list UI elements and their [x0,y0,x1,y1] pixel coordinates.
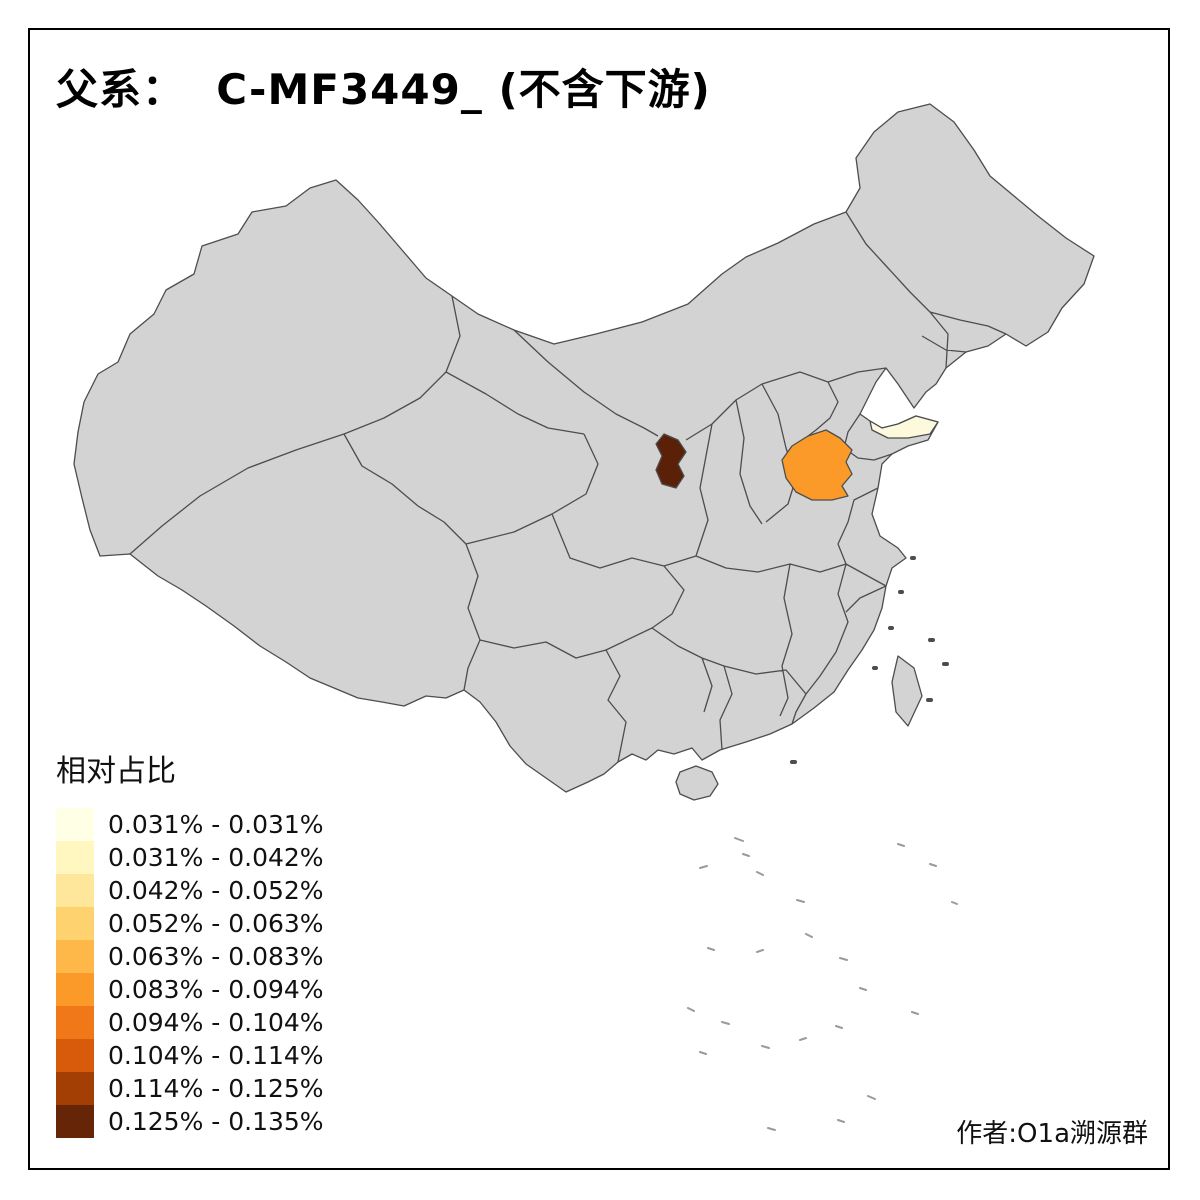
south-china-sea-islands [687,837,958,1131]
legend-label: 0.125% - 0.135% [108,1107,324,1136]
legend-swatch [56,973,94,1006]
legend-item: 0.125% - 0.135% [56,1105,324,1138]
legend-swatch [56,841,94,874]
legend-item: 0.094% - 0.104% [56,1006,324,1039]
legend-label: 0.083% - 0.094% [108,975,324,1004]
taiwan-island [891,655,923,727]
map-title: 父系： C-MF3449_ (不含下游) [56,65,711,114]
legend-label: 0.114% - 0.125% [108,1074,324,1103]
legend-item: 0.114% - 0.125% [56,1072,324,1105]
legend-swatch [56,1105,94,1138]
legend-label: 0.042% - 0.052% [108,876,324,905]
mainland-china [73,103,1095,793]
map-layers [73,103,1095,1131]
legend-items: 0.031% - 0.031% 0.031% - 0.042% 0.042% -… [56,808,324,1138]
legend-swatch [56,907,94,940]
legend-item: 0.063% - 0.083% [56,940,324,973]
region-ningxia [655,433,687,489]
legend-item: 0.104% - 0.114% [56,1039,324,1072]
legend-swatch [56,874,94,907]
region-henan [781,429,853,501]
legend-swatch [56,1039,94,1072]
legend-item: 0.083% - 0.094% [56,973,324,1006]
legend-item: 0.031% - 0.031% [56,808,324,841]
legend-swatch [56,1072,94,1105]
legend-label: 0.094% - 0.104% [108,1008,324,1037]
legend-label: 0.052% - 0.063% [108,909,324,938]
legend-label: 0.104% - 0.114% [108,1041,324,1070]
legend-item: 0.052% - 0.063% [56,907,324,940]
legend-swatch [56,1006,94,1039]
legend-label: 0.031% - 0.042% [108,843,324,872]
legend-label: 0.031% - 0.031% [108,810,324,839]
legend-swatch [56,940,94,973]
coastal-islets [790,556,949,764]
attribution: 作者:O1a溯源群 [956,1119,1148,1149]
legend-item: 0.031% - 0.042% [56,841,324,874]
legend: 相对占比 0.031% - 0.031% 0.031% - 0.042% 0.0… [56,746,324,1138]
legend-label: 0.063% - 0.083% [108,942,324,971]
legend-swatch [56,808,94,841]
legend-item: 0.042% - 0.052% [56,874,324,907]
legend-title: 相对占比 [56,754,176,789]
hainan-island [675,765,719,801]
region-shandong-north-coast [869,415,939,439]
